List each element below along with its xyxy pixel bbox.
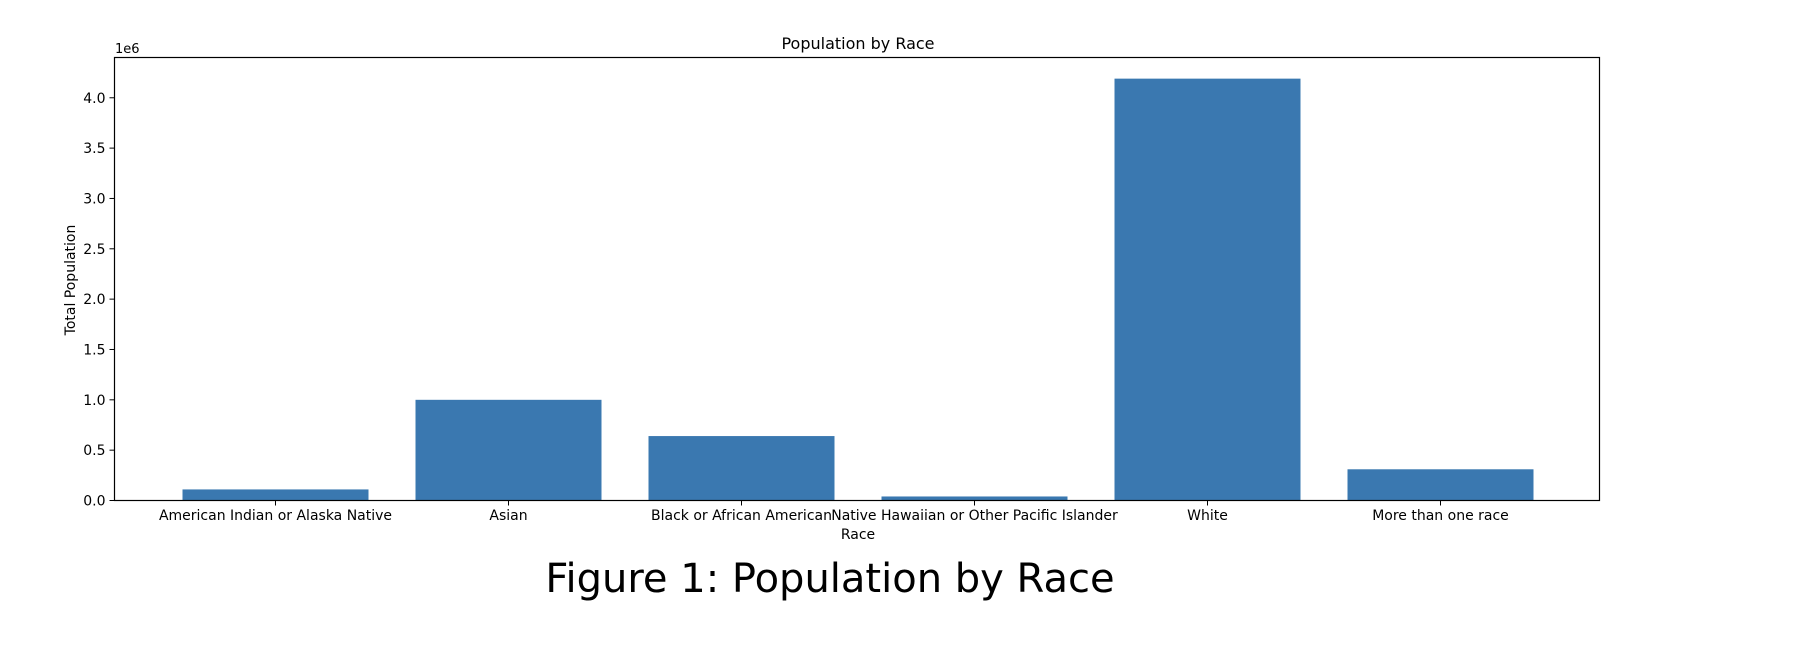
x-tick-label: Black or African American (651, 508, 832, 524)
y-axis-label: Total Population (63, 225, 79, 337)
bar (1347, 469, 1534, 501)
y-tick-label: 4.0 (83, 91, 105, 107)
y-tick-label: 0.5 (83, 443, 105, 459)
bar (1114, 78, 1301, 501)
plot-area-frame (113, 56, 1601, 502)
figure-caption: Figure 1: Population by Race (545, 556, 1115, 602)
y-tick-label: 3.5 (83, 141, 105, 157)
y-tick-label: 1.0 (83, 393, 105, 409)
y-tick-label: 2.5 (83, 242, 105, 258)
y-tick-label: 3.0 (83, 191, 105, 207)
x-ticks-group: American Indian or Alaska Native Asian Bla… (159, 500, 1509, 524)
bar (415, 399, 602, 501)
x-tick-label: Native Hawaiian or Other Pacific Islande… (831, 508, 1118, 524)
y-tick-label: 1.5 (83, 342, 105, 358)
y-tick-label: 0.0 (83, 494, 105, 510)
chart-title: Population by Race (781, 34, 934, 53)
bars-group (182, 78, 1534, 501)
x-tick-label: Asian (489, 508, 527, 524)
bar (182, 489, 369, 501)
y-axis-offset-label: 1e6 (115, 42, 140, 57)
y-tick-label: 2.0 (83, 292, 105, 308)
x-tick-label: American Indian or Alaska Native (159, 508, 392, 524)
x-axis-label: Race (841, 527, 875, 543)
bar (648, 436, 835, 501)
bar (881, 496, 1068, 501)
x-tick-label: White (1187, 508, 1228, 524)
y-ticks-group: 0.0 0.5 1.0 1.5 2.0 2.5 3.0 3.5 4.0 (83, 91, 115, 510)
x-tick-label: More than one race (1372, 508, 1509, 524)
